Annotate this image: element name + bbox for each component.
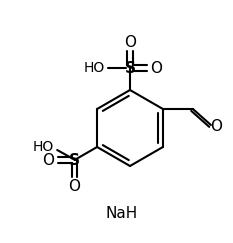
Text: HO: HO [83, 61, 105, 75]
Text: S: S [69, 153, 80, 167]
Text: NaH: NaH [105, 206, 138, 220]
Text: S: S [124, 61, 136, 76]
Text: HO: HO [33, 140, 54, 154]
Text: O: O [124, 35, 136, 50]
Text: O: O [150, 61, 162, 76]
Text: O: O [210, 119, 222, 133]
Text: O: O [43, 153, 55, 167]
Text: O: O [69, 179, 81, 193]
